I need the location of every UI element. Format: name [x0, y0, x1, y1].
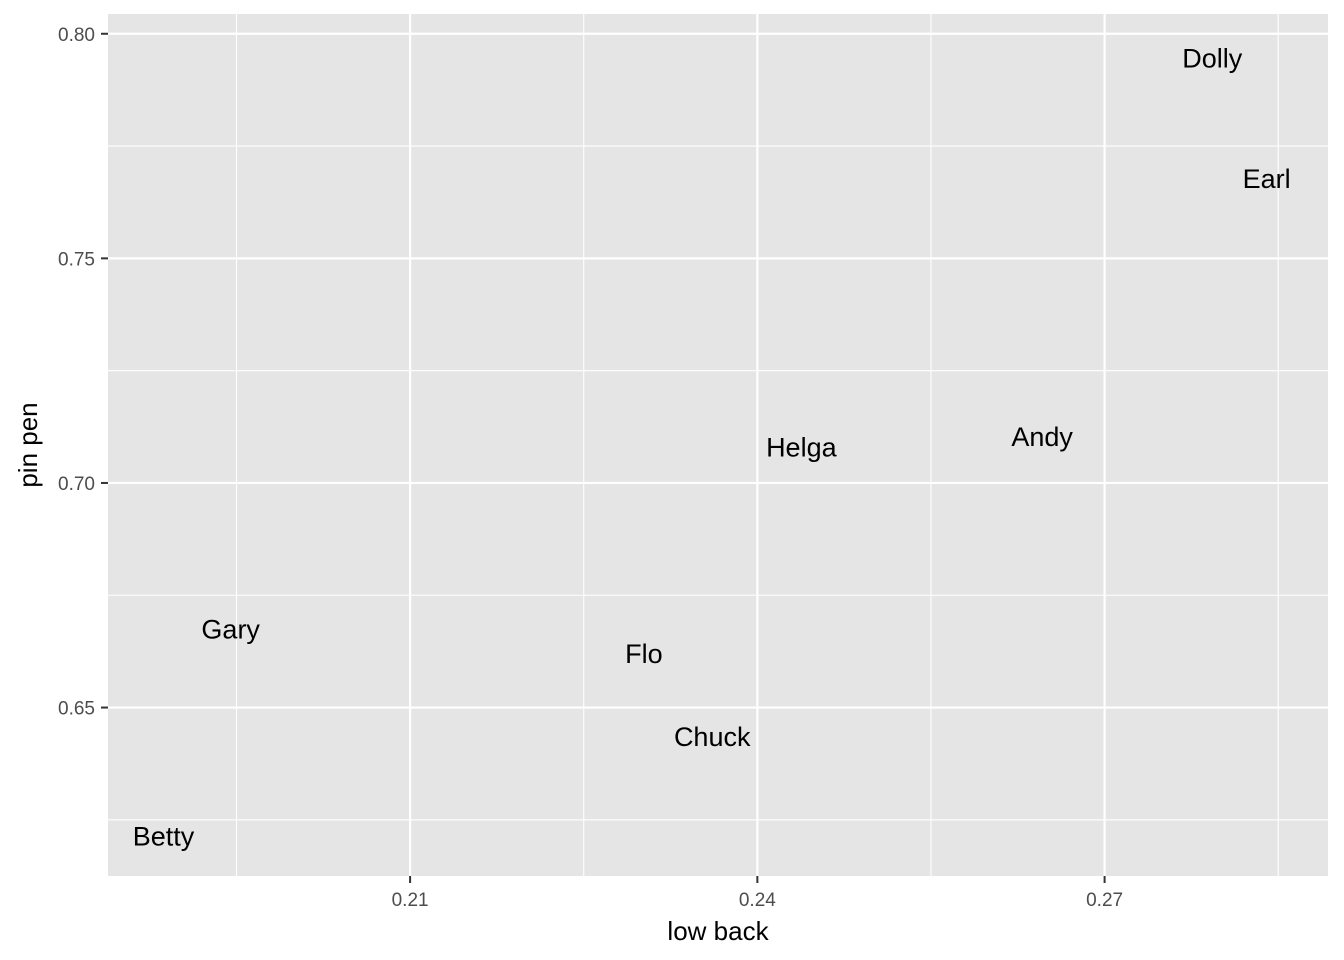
- point-label-gary: Gary: [201, 614, 260, 644]
- point-label-earl: Earl: [1243, 164, 1291, 194]
- minor-gridlines: [108, 14, 1328, 876]
- y-axis: 0.65 0.70 0.75 0.80: [58, 25, 108, 720]
- y-tick-label: 0.80: [58, 25, 95, 46]
- plot-panel: [108, 14, 1328, 876]
- x-tick-label: 0.24: [739, 890, 776, 911]
- point-label-betty: Betty: [133, 822, 195, 852]
- x-axis-title: low back: [667, 916, 769, 946]
- major-gridlines: [108, 14, 1328, 876]
- point-label-dolly: Dolly: [1182, 44, 1243, 74]
- x-axis: 0.21 0.24 0.27: [392, 876, 1123, 911]
- x-tick-label: 0.27: [1086, 890, 1123, 911]
- point-label-flo: Flo: [625, 639, 663, 669]
- point-labels: Andy Betty Chuck Dolly Earl Flo Gary Helga: [133, 44, 1291, 852]
- x-tick-label: 0.21: [392, 890, 429, 911]
- point-label-chuck: Chuck: [674, 722, 751, 752]
- y-tick-label: 0.65: [58, 699, 95, 720]
- point-label-andy: Andy: [1011, 422, 1073, 452]
- point-label-helga: Helga: [766, 433, 838, 463]
- y-tick-label: 0.70: [58, 474, 95, 495]
- y-axis-title: pin pen: [13, 402, 43, 487]
- y-tick-label: 0.75: [58, 249, 95, 270]
